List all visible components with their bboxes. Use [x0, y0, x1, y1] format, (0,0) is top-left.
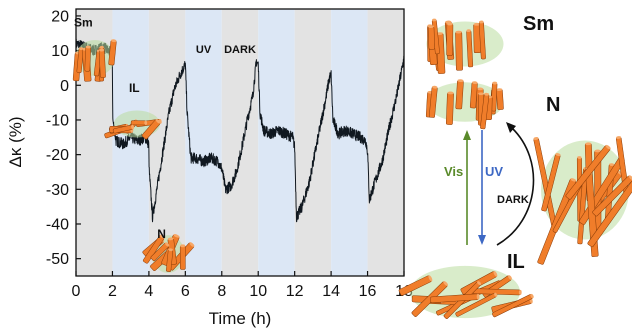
inset-il	[104, 110, 162, 140]
rod	[84, 45, 91, 72]
x-tick-label: 4	[144, 283, 153, 300]
phase-diagram: Sm N IL Vis UV DARK	[398, 13, 632, 319]
x-tick-label: 2	[108, 283, 117, 300]
x-tick-label: 16	[359, 283, 377, 300]
rod	[398, 275, 433, 296]
rod	[427, 25, 435, 50]
phase-insets	[72, 39, 195, 273]
interval-label: DARK	[224, 44, 256, 56]
rod	[445, 91, 454, 125]
rod	[496, 88, 504, 110]
rod	[142, 234, 165, 264]
interval-labels: UV DARK	[196, 44, 256, 56]
y-axis: 20 10 0 -10 -20 -30 -40 -50	[46, 8, 81, 268]
phase-annotation: Sm	[74, 15, 93, 29]
x-tick-label: 8	[217, 283, 226, 300]
rod	[478, 20, 486, 60]
il-label: IL	[507, 251, 525, 273]
rod	[466, 29, 474, 68]
phase-annotation: N	[157, 227, 166, 241]
inset-n	[142, 234, 195, 273]
plot-frame	[75, 8, 405, 277]
il-cluster	[398, 265, 534, 319]
band-uv-5	[258, 9, 295, 276]
rod	[469, 81, 478, 109]
y-tick-label: 20	[51, 8, 69, 25]
y-tick-label: -10	[46, 112, 69, 129]
x-axis-title: Time (h)	[209, 309, 272, 328]
x-tick-label: 14	[322, 283, 340, 300]
dark-arrow	[496, 122, 535, 246]
phase-annotation: IL	[129, 81, 140, 95]
rod	[587, 168, 632, 248]
x-tick-label: 10	[249, 283, 267, 300]
x-tick-label: 0	[72, 283, 81, 300]
rod	[108, 39, 117, 66]
vis-label: Vis	[444, 164, 463, 179]
y-tick-label: -20	[46, 147, 69, 164]
y-tick-label: -50	[46, 251, 69, 268]
sm-cluster-bottom	[425, 79, 504, 130]
rod	[98, 48, 106, 78]
rod	[166, 248, 174, 272]
rod	[592, 175, 632, 217]
rod	[130, 120, 148, 126]
rod	[76, 47, 84, 73]
uv-arrow	[478, 130, 486, 245]
rod	[179, 244, 186, 270]
x-axis: 024681012141618	[72, 271, 413, 300]
x-tick-label: 12	[286, 283, 304, 300]
x-tick-label: 6	[181, 283, 190, 300]
y-tick-label: -30	[46, 182, 69, 199]
band-dark-4	[221, 9, 259, 276]
sm-cluster-top	[426, 18, 504, 74]
n-cluster	[533, 136, 632, 265]
y-tick-label: 10	[51, 43, 69, 60]
rod	[112, 124, 135, 134]
rod	[455, 30, 463, 71]
rod	[541, 153, 561, 212]
rod	[565, 144, 611, 200]
n-label: N	[546, 94, 560, 116]
sm-label: Sm	[523, 13, 554, 35]
inset-sm	[72, 39, 117, 82]
rod	[150, 242, 170, 261]
dark-label: DARK	[497, 194, 529, 206]
phase-annotations: Sm IL N	[74, 15, 166, 241]
interval-label: UV	[196, 44, 212, 56]
interval-bands	[76, 9, 404, 276]
rod	[430, 293, 480, 304]
vis-arrow	[463, 130, 471, 245]
y-tick-label: 0	[60, 78, 69, 95]
rod	[455, 79, 464, 110]
uv-label: UV	[485, 164, 503, 179]
y-tick-label: -40	[46, 216, 69, 233]
rod	[455, 292, 498, 317]
y-axis-title: Δκ (%)	[6, 116, 25, 167]
rod	[446, 22, 454, 56]
band-dark-2	[148, 9, 186, 276]
rod	[492, 293, 534, 318]
rod	[428, 85, 438, 118]
rod	[141, 118, 161, 140]
band-uv-3	[185, 9, 222, 276]
band-dark-6	[294, 9, 332, 276]
rod	[480, 92, 490, 130]
